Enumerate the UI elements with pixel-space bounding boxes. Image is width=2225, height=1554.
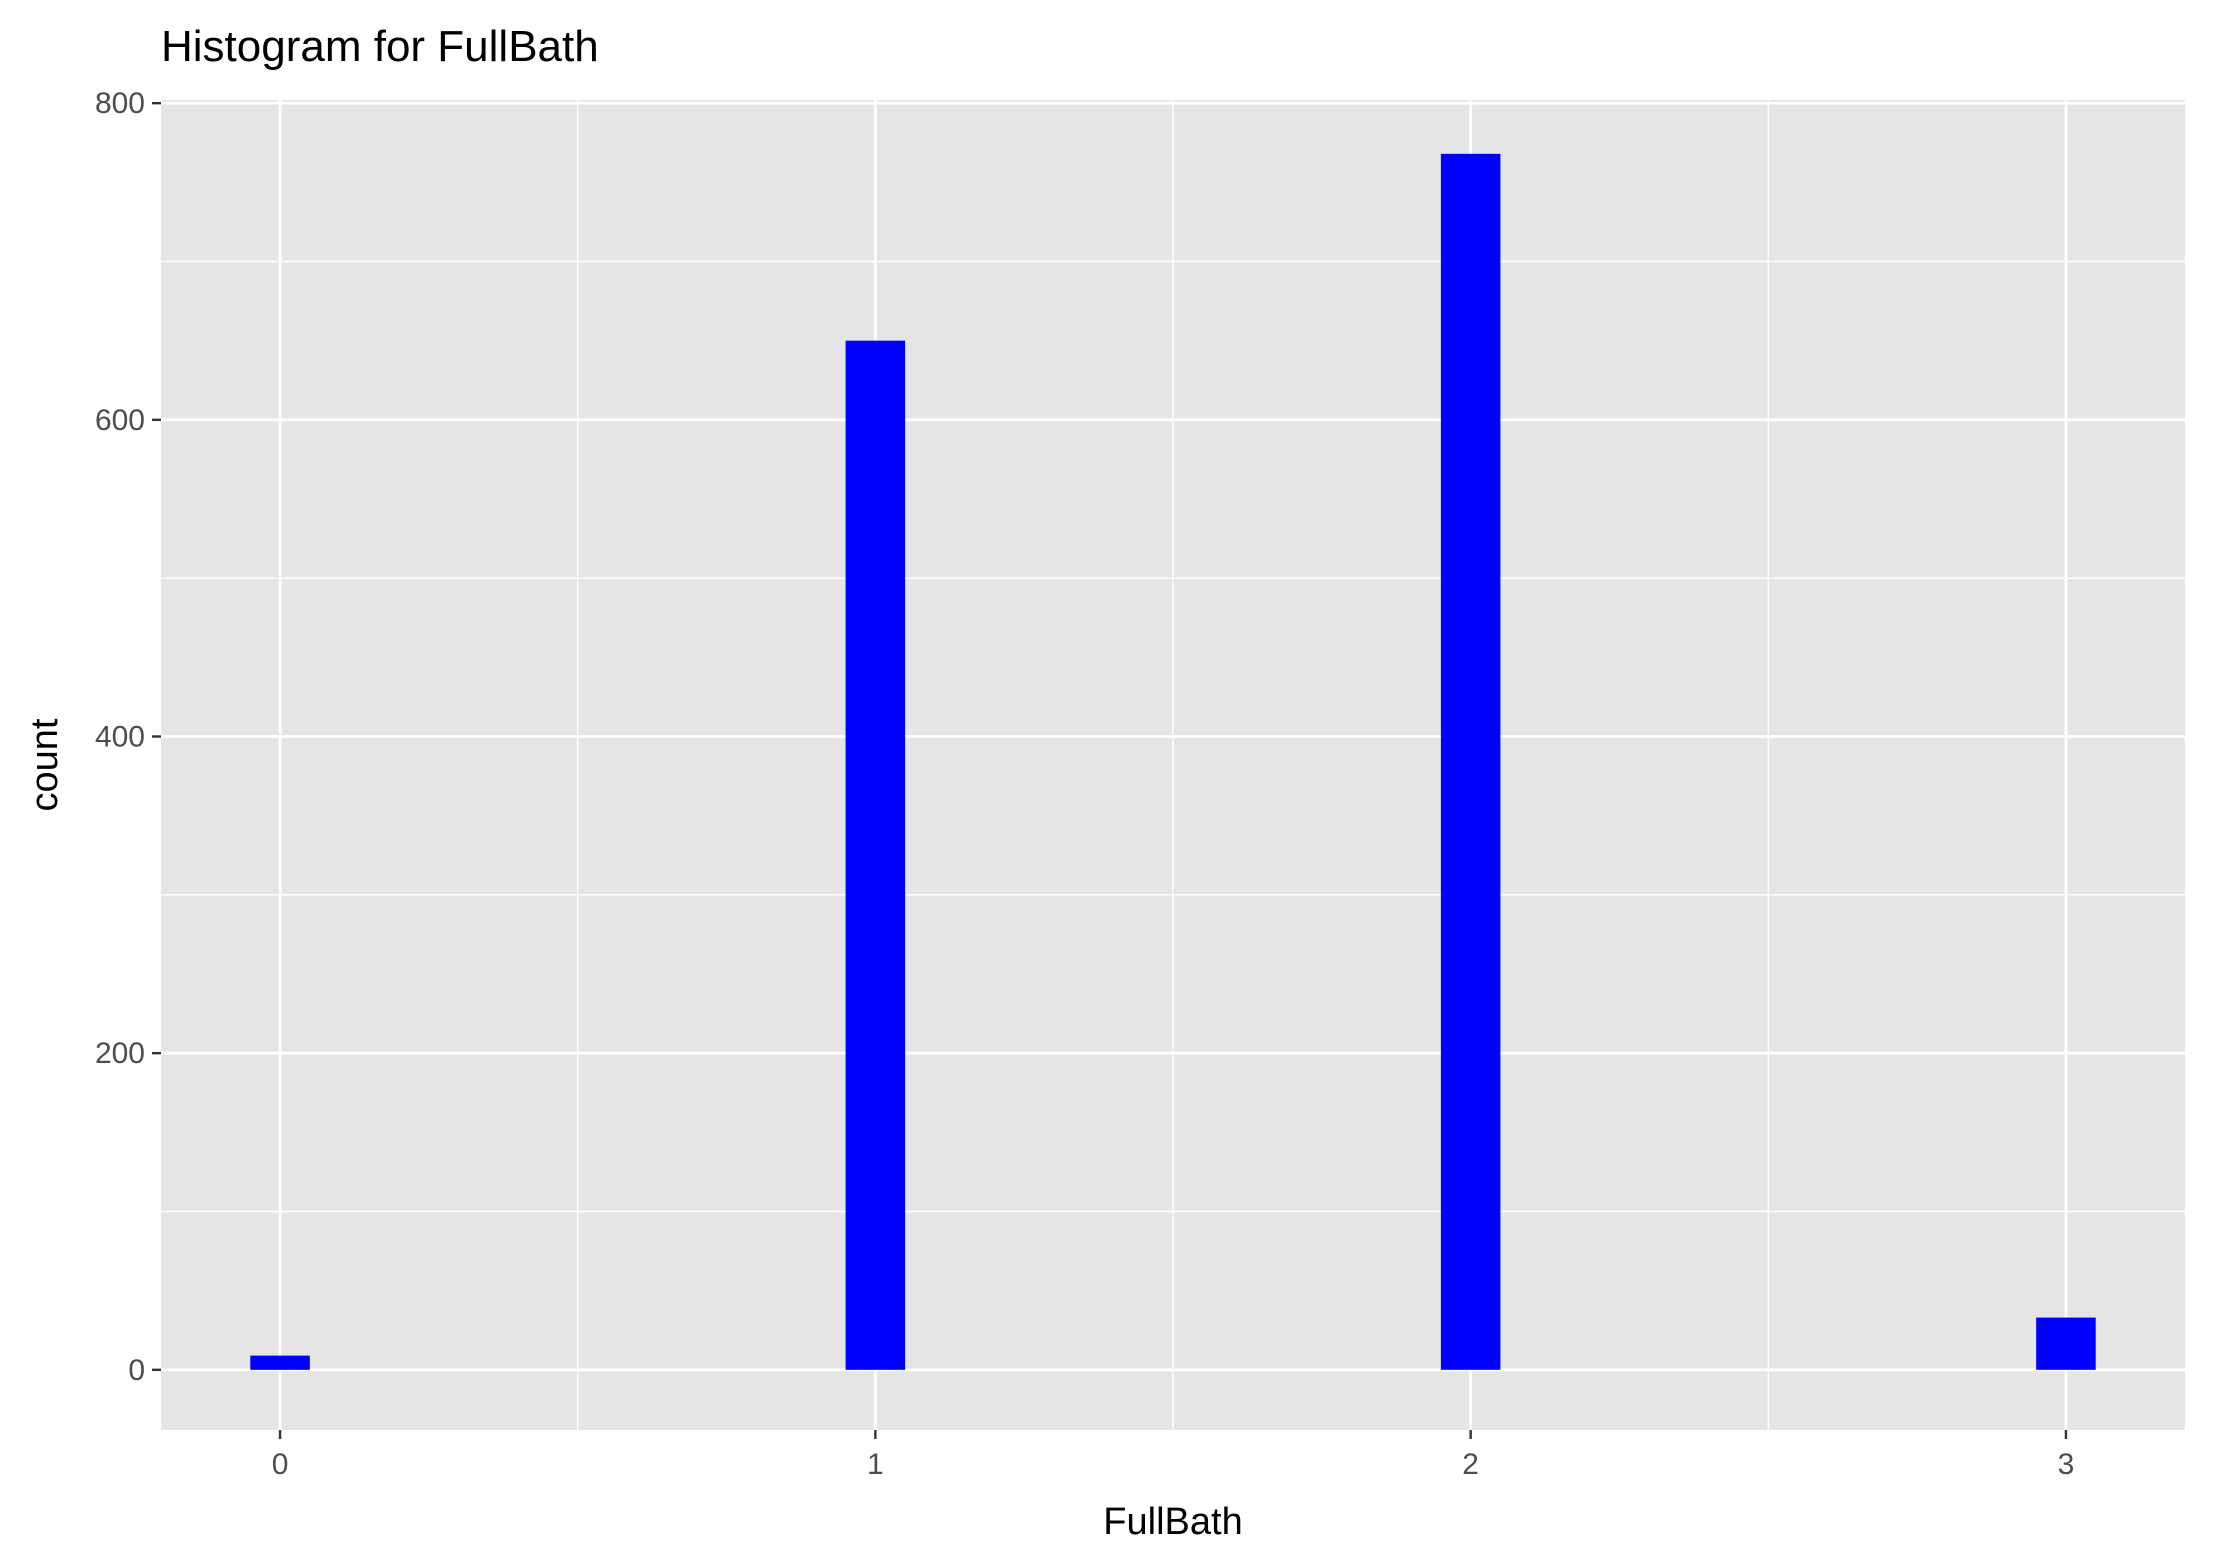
- y-tick-label: 600: [95, 404, 145, 437]
- y-axis-title: count: [24, 718, 66, 811]
- histogram-bar: [1440, 153, 1501, 1370]
- bars: [250, 153, 2096, 1370]
- y-axis: 0 200 400 600 800: [95, 87, 161, 1387]
- x-tick-label: 2: [1462, 1448, 1479, 1481]
- histogram-bar: [2036, 1317, 2096, 1370]
- x-axis: 0 1 2 3: [272, 1430, 2075, 1481]
- y-tick-label: 400: [95, 721, 145, 754]
- histogram-bar: [845, 340, 906, 1370]
- y-tick-label: 800: [95, 87, 145, 120]
- x-axis-title: FullBath: [1103, 1501, 1242, 1543]
- minor-gridlines: [161, 100, 2185, 1430]
- histogram-bar: [250, 1355, 310, 1370]
- y-tick-label: 0: [128, 1354, 145, 1387]
- chart-title: Histogram for FullBath: [161, 22, 599, 71]
- x-tick-label: 1: [867, 1448, 884, 1481]
- x-tick-label: 0: [272, 1448, 289, 1481]
- y-tick-label: 200: [95, 1037, 145, 1070]
- x-tick-label: 3: [2058, 1448, 2075, 1481]
